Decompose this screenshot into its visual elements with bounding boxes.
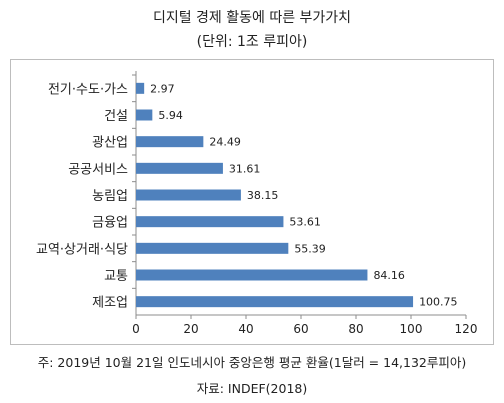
x-tick-label: 20 xyxy=(183,322,198,336)
bar xyxy=(136,109,153,121)
category-label: 교역·상거래·식당 xyxy=(36,242,128,257)
chart-subtitle: (단위: 1조 루피아) xyxy=(196,34,308,50)
category-label: 농림업 xyxy=(92,189,128,204)
data-label: 38.15 xyxy=(247,189,279,202)
data-label: 100.75 xyxy=(419,296,458,309)
category-label: 공공서비스 xyxy=(68,162,128,177)
data-label: 5.94 xyxy=(158,109,183,122)
category-label: 제조업 xyxy=(92,296,128,311)
category-label: 광산업 xyxy=(92,136,128,151)
bar xyxy=(136,162,223,174)
chart-frame xyxy=(10,59,494,345)
category-label: 교통 xyxy=(104,269,128,284)
data-label: 2.97 xyxy=(150,82,175,95)
x-tick-label: 100 xyxy=(400,322,423,336)
chart-title: 디지털 경제 활동에 따른 부가가치 xyxy=(152,10,352,26)
bar xyxy=(136,189,241,201)
x-tick-label: 80 xyxy=(348,322,363,336)
x-tick-label: 0 xyxy=(132,322,140,336)
x-tick-label: 60 xyxy=(293,322,308,336)
data-label: 55.39 xyxy=(294,242,326,255)
bar xyxy=(136,242,289,254)
chart-note: 주: 2019년 10월 21일 인도네시아 중앙은행 평균 환율(1달러 = … xyxy=(37,355,467,370)
category-label: 건설 xyxy=(104,109,128,124)
bar xyxy=(136,296,414,308)
x-tick-label: 120 xyxy=(455,322,478,336)
category-label: 전기·수도·가스 xyxy=(48,82,128,97)
chart-source: 자료: INDEF(2018) xyxy=(196,381,308,396)
data-label: 84.16 xyxy=(373,269,405,282)
data-label: 53.61 xyxy=(289,216,321,229)
bar xyxy=(136,216,284,228)
category-label: 금융업 xyxy=(92,216,128,231)
data-label: 24.49 xyxy=(209,136,241,149)
bar xyxy=(136,82,145,94)
bar xyxy=(136,136,204,148)
bar xyxy=(136,269,368,281)
data-label: 31.61 xyxy=(229,162,260,175)
x-tick-label: 40 xyxy=(238,322,253,336)
